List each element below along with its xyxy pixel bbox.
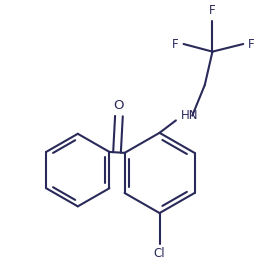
- Text: F: F: [248, 38, 255, 51]
- Text: O: O: [114, 99, 124, 112]
- Text: F: F: [209, 4, 216, 17]
- Text: HN: HN: [181, 109, 198, 122]
- Text: F: F: [172, 38, 179, 51]
- Text: Cl: Cl: [154, 248, 165, 261]
